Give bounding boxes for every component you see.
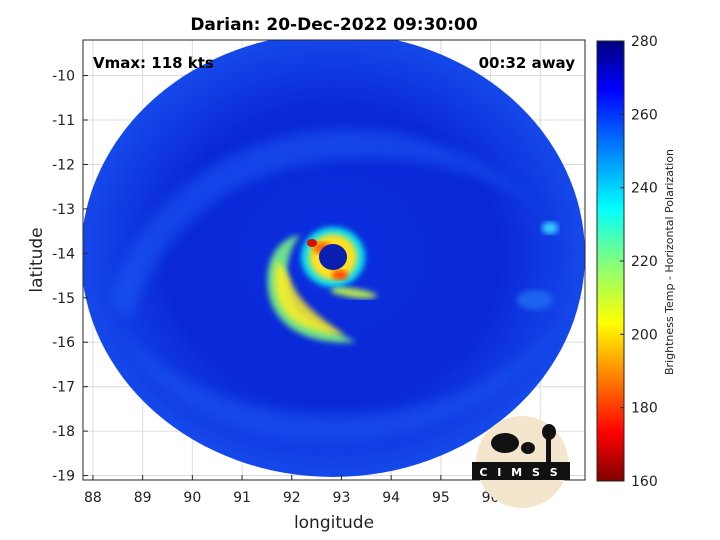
- y-axis-label: latitude: [27, 227, 47, 292]
- colorbar-tick-label: 240: [631, 181, 658, 197]
- y-tick-label: -12: [52, 157, 75, 173]
- eyewall-hot-spot-2: [332, 270, 348, 280]
- cimss-logo: C I M S S: [472, 416, 570, 508]
- time-away-annotation: 00:32 away: [479, 54, 576, 72]
- x-tick-label: 95: [432, 490, 450, 506]
- y-axis-ticks: -10 -11 -12 -13 -14 -15 -16 -17 -18 -19: [52, 69, 88, 485]
- x-axis-label: longitude: [294, 513, 374, 533]
- y-tick-label: -14: [52, 246, 75, 262]
- colorbar-tick-label: 180: [631, 401, 658, 417]
- x-tick-label: 94: [382, 490, 400, 506]
- convective-cell: [517, 290, 553, 310]
- convective-spot: [542, 222, 558, 234]
- x-tick-label: 89: [134, 490, 152, 506]
- y-tick-label: -11: [52, 113, 75, 129]
- eyewall-core-spot: [307, 239, 317, 247]
- y-tick-label: -19: [52, 469, 75, 485]
- chart-title: Darian: 20-Dec-2022 09:30:00: [190, 15, 478, 35]
- x-tick-label: 91: [233, 490, 251, 506]
- outer-band-lower: [120, 320, 560, 442]
- colorbar-tick-label: 160: [631, 474, 658, 490]
- vmax-annotation: Vmax: 118 kts: [93, 54, 214, 72]
- y-tick-label: -18: [52, 424, 75, 440]
- logo-dish-small: [521, 442, 535, 454]
- logo-bar: [472, 462, 570, 480]
- y-tick-label: -10: [52, 69, 75, 85]
- storm-eye: [319, 244, 347, 270]
- y-tick-label: -16: [52, 335, 75, 351]
- colorbar-tick-label: 280: [631, 34, 658, 50]
- microwave-swath: [83, 40, 585, 477]
- colorbar: [596, 40, 625, 482]
- colorbar-label: Brightness Temp - Horizontal Polarizatio…: [663, 149, 676, 375]
- logo-dish: [491, 433, 519, 453]
- x-tick-label: 93: [333, 490, 351, 506]
- logo-text: C I M S S: [479, 466, 560, 479]
- colorbar-tick-label: 200: [631, 327, 658, 343]
- spiral-band-tail: [330, 286, 378, 299]
- colorbar-tick-label: 260: [631, 107, 658, 123]
- logo-tower-top: [542, 424, 556, 440]
- x-tick-label: 92: [283, 490, 301, 506]
- y-tick-label: -17: [52, 380, 75, 396]
- x-tick-label: 88: [84, 490, 102, 506]
- y-tick-label: -15: [52, 291, 75, 307]
- outer-band-upper: [110, 129, 560, 320]
- x-axis-ticks: 88899091929394959697: [84, 475, 549, 506]
- x-tick-label: 90: [183, 490, 201, 506]
- colorbar-ticks: 280 260 240 220 200 180 160: [620, 34, 658, 490]
- colorbar-tick-label: 220: [631, 254, 658, 270]
- logo-tower: [546, 434, 551, 462]
- y-tick-label: -13: [52, 202, 75, 218]
- spiral-band-yellow: [274, 260, 345, 335]
- plot-border: [82, 39, 586, 481]
